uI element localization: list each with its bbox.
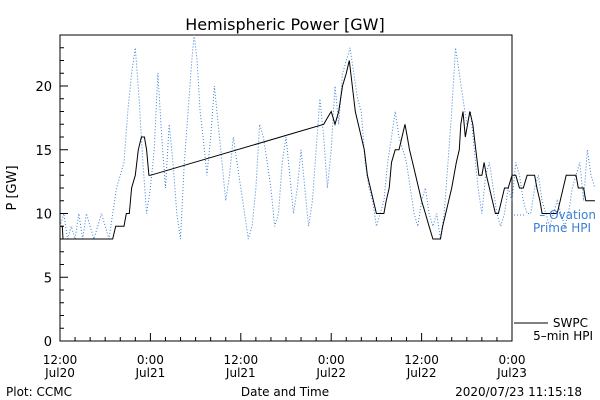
y-tick-label: 10 bbox=[35, 208, 52, 223]
plot-frame bbox=[59, 34, 513, 342]
x-axis: 12:00Jul200:00Jul2112:00Jul210:00Jul2212… bbox=[43, 333, 527, 380]
x-tick-label-date: Jul22 bbox=[406, 366, 437, 380]
x-tick-label-date: Jul20 bbox=[44, 366, 75, 380]
plot-credit: Plot: CCMC bbox=[6, 385, 72, 399]
timestamp: 2020/07/23 11:15:18 bbox=[455, 385, 582, 399]
x-tick-label-date: Jul22 bbox=[315, 366, 346, 380]
y-tick-label: 0 bbox=[44, 335, 52, 350]
legend-swpc-label-2: 5–min HPI bbox=[533, 329, 593, 343]
y-axis-label: P [GW] bbox=[5, 165, 20, 210]
x-tick-label-date: Jul21 bbox=[225, 366, 256, 380]
x-tick-label-time: 0:00 bbox=[499, 353, 526, 367]
x-axis-label: Date and Time bbox=[241, 385, 329, 399]
chart-title: Hemispheric Power [GW] bbox=[185, 15, 384, 34]
x-tick-label-date: Jul21 bbox=[135, 366, 166, 380]
x-tick-label-time: 0:00 bbox=[137, 353, 164, 367]
swpc-hpi-line bbox=[60, 60, 595, 240]
series-ovation-prime-hpi bbox=[59, 34, 596, 241]
y-axis: 0 5 10 15 20 bbox=[35, 34, 68, 350]
x-tick-label-time: 12:00 bbox=[404, 353, 439, 367]
y-tick-label: 15 bbox=[35, 144, 52, 159]
legend-ovation-label-2: Prime HPI bbox=[533, 221, 591, 235]
x-tick-label-time: 0:00 bbox=[318, 353, 345, 367]
series-swpc-hpi bbox=[60, 60, 595, 240]
x-tick-label-time: 12:00 bbox=[43, 353, 78, 367]
legend-ovation-label-1: – Ovation bbox=[539, 208, 596, 222]
legend-swpc-label-1: SWPC bbox=[553, 316, 588, 330]
legend: – Ovation Prime HPI SWPC 5–min HPI bbox=[514, 208, 596, 343]
ovation-prime-hpi-line bbox=[59, 34, 596, 241]
x-tick-label-date: Jul23 bbox=[496, 366, 527, 380]
x-tick-label-time: 12:00 bbox=[224, 353, 259, 367]
y-tick-label: 5 bbox=[44, 271, 52, 286]
y-tick-label: 20 bbox=[35, 80, 52, 95]
